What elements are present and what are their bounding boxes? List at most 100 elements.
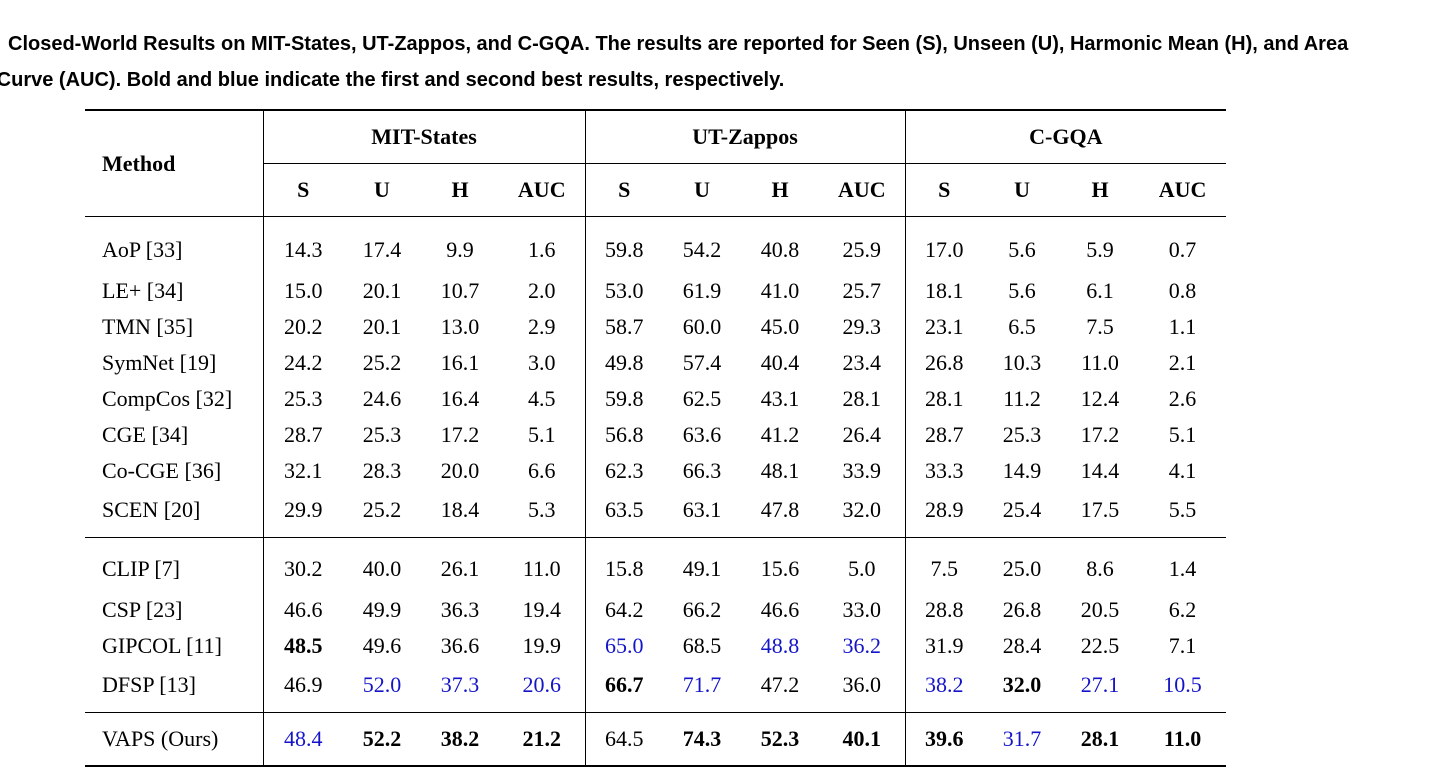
method-name-cell: DFSP [13] — [102, 672, 196, 697]
method-name-cell: CLIP [7] — [85, 537, 263, 592]
results-table: Method MIT-States UT-Zappos C-GQA S U H AUC… — [85, 109, 1227, 767]
value-cell: 25.3 — [262, 381, 343, 417]
value-cell: 25.4 — [1002, 497, 1042, 522]
caption-line-1: Closed-World Results on MIT-States, UT-Z… — [8, 33, 1349, 55]
value-cell: 59.8 — [584, 216, 664, 273]
value-cell: 28.7 — [904, 417, 984, 453]
value-cell: 6.6 — [528, 458, 556, 483]
value-cell: 6.5 — [1008, 314, 1036, 339]
method-name-cell: CGE [34] — [102, 422, 189, 447]
value-cell: 40.0 — [343, 537, 421, 592]
value-cell: 32.0 — [842, 497, 882, 522]
metric-header-s: S — [904, 163, 984, 217]
value-cell: 66.7 — [584, 664, 664, 713]
value-cell: 17.0 — [904, 216, 984, 273]
value-cell: 1.4 — [1139, 537, 1227, 592]
value-cell: 57.4 — [682, 350, 722, 375]
metric-header-u: U — [983, 163, 1062, 217]
value-cell: 33.9 — [842, 458, 882, 483]
value-cell: 5.6 — [1008, 278, 1036, 303]
value-cell: 49.6 — [362, 633, 402, 658]
value-cell: 63.6 — [682, 422, 722, 447]
value-cell: 19.9 — [522, 633, 562, 658]
value-cell: 29.3 — [842, 314, 882, 339]
value-cell: 15.6 — [741, 537, 820, 592]
table-row: SCEN [20] 29.9 25.2 18.4 5.3 63.5 63.1 47.8 32.0… — [85, 489, 1226, 538]
value-cell: 32.1 — [262, 453, 343, 489]
table-row: CompCos [32] 25.3 24.6 16.4 4.5 59.8 62.5 43.1 2… — [85, 381, 1226, 417]
value-cell: 11.2 — [1003, 386, 1041, 411]
dataset-header-mit-states: MIT-States — [262, 109, 586, 164]
metric-header-h: H — [1061, 163, 1140, 217]
value-cell: 38.2 — [904, 664, 984, 713]
value-cell: 0.8 — [1168, 278, 1197, 303]
value-cell: 20.5 — [1080, 597, 1120, 622]
value-cell: 25.3 — [1002, 422, 1042, 447]
value-cell: 48.8 — [760, 633, 800, 658]
value-cell: 54.2 — [682, 237, 722, 262]
value-cell: 0.7 — [1168, 237, 1197, 262]
value-cell: 52.3 — [741, 712, 820, 767]
value-cell: 64.5 — [584, 712, 664, 767]
value-cell: 9.9 — [446, 237, 474, 262]
value-cell: 24.6 — [362, 386, 402, 411]
dataset-header-c-gqa: C-GQA — [904, 109, 1227, 164]
value-cell: 25.3 — [362, 422, 402, 447]
value-cell: 8.6 — [1061, 537, 1140, 592]
value-cell: 40.4 — [760, 350, 800, 375]
value-cell: 52.0 — [362, 672, 402, 697]
table-caption: Closed-World Results on MIT-States, UT-Z… — [0, 26, 1454, 98]
value-cell: 58.7 — [584, 309, 664, 345]
value-cell: 68.5 — [682, 633, 722, 658]
value-cell: 2.9 — [528, 314, 556, 339]
value-cell: 25.2 — [362, 350, 402, 375]
metric-header-auc: AUC — [1139, 163, 1227, 217]
value-cell: 32.0 — [1002, 672, 1042, 697]
value-cell: 48.5 — [262, 628, 343, 664]
value-cell: 5.9 — [1086, 237, 1114, 262]
value-cell: 1.1 — [1168, 314, 1197, 339]
value-cell: 24.2 — [262, 345, 343, 381]
value-cell: 56.8 — [584, 417, 664, 453]
value-cell: 7.1 — [1168, 633, 1197, 658]
value-cell: 28.1 — [904, 381, 984, 417]
value-cell: 11.0 — [499, 537, 586, 592]
value-cell: 10.5 — [1163, 672, 1202, 697]
value-cell: 5.6 — [1008, 237, 1036, 262]
value-cell: 36.0 — [842, 672, 882, 697]
value-cell: 45.0 — [760, 314, 800, 339]
value-cell: 5.1 — [1168, 422, 1197, 447]
table-row: GIPCOL [11] 48.5 49.6 36.6 19.9 65.0 68.5 48.8 3… — [85, 628, 1226, 664]
method-name-cell: CompCos [32] — [102, 386, 233, 411]
value-cell: 11.0 — [1081, 350, 1119, 375]
value-cell: 23.1 — [904, 309, 984, 345]
value-cell: 74.3 — [663, 712, 742, 767]
value-cell: 28.1 — [1061, 712, 1140, 767]
value-cell: 17.2 — [440, 422, 480, 447]
metric-header-s: S — [262, 163, 343, 217]
value-cell: 20.6 — [522, 672, 562, 697]
value-cell: 33.3 — [904, 453, 984, 489]
value-cell: 17.5 — [1080, 497, 1120, 522]
value-cell: 3.0 — [528, 350, 556, 375]
value-cell: 5.5 — [1168, 497, 1197, 522]
value-cell: 12.4 — [1080, 386, 1120, 411]
value-cell: 61.9 — [682, 278, 722, 303]
value-cell: 16.1 — [440, 350, 480, 375]
table-row: LE+ [34] 15.0 20.1 10.7 2.0 53.0 61.9 41.0 25.7 1… — [85, 273, 1226, 309]
value-cell: 10.3 — [1002, 350, 1042, 375]
value-cell: 47.8 — [760, 497, 800, 522]
table-row: DFSP [13] 46.9 52.0 37.3 20.6 66.7 71.7 47.2 36.… — [85, 664, 1226, 713]
value-cell: 47.2 — [760, 672, 800, 697]
value-cell: 36.3 — [440, 597, 480, 622]
value-cell: 37.3 — [440, 672, 480, 697]
value-cell: 31.9 — [904, 628, 984, 664]
value-cell: 28.8 — [904, 592, 984, 628]
value-cell: 13.0 — [440, 314, 480, 339]
value-cell: 29.9 — [262, 489, 343, 538]
value-cell: 22.5 — [1080, 633, 1120, 658]
value-cell: 5.3 — [528, 497, 556, 522]
value-cell: 28.1 — [842, 386, 882, 411]
value-cell: 46.6 — [262, 592, 343, 628]
value-cell: 49.8 — [584, 345, 664, 381]
